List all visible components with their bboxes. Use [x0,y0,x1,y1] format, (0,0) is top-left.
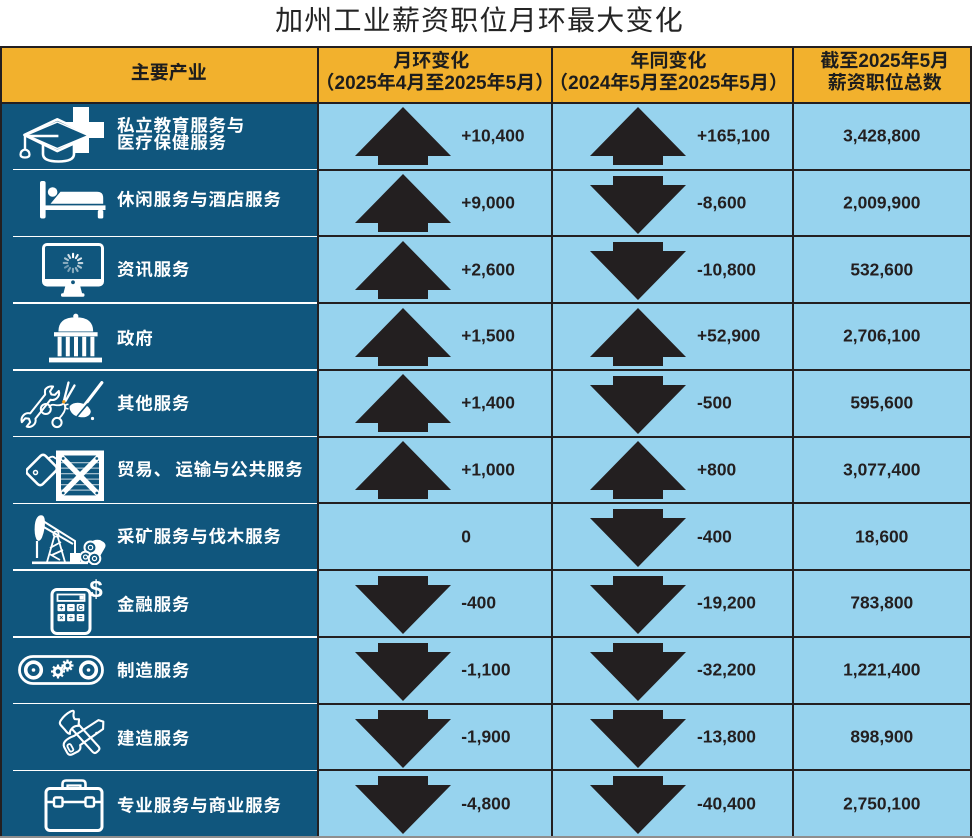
svg-text:×: × [59,614,63,621]
svg-text:−: − [68,604,72,611]
svg-text:=: = [78,614,82,621]
svg-text:C: C [77,604,82,611]
svg-text:+: + [59,604,63,611]
svg-text:÷: ÷ [68,614,72,621]
svg-text:$: $ [89,579,103,603]
